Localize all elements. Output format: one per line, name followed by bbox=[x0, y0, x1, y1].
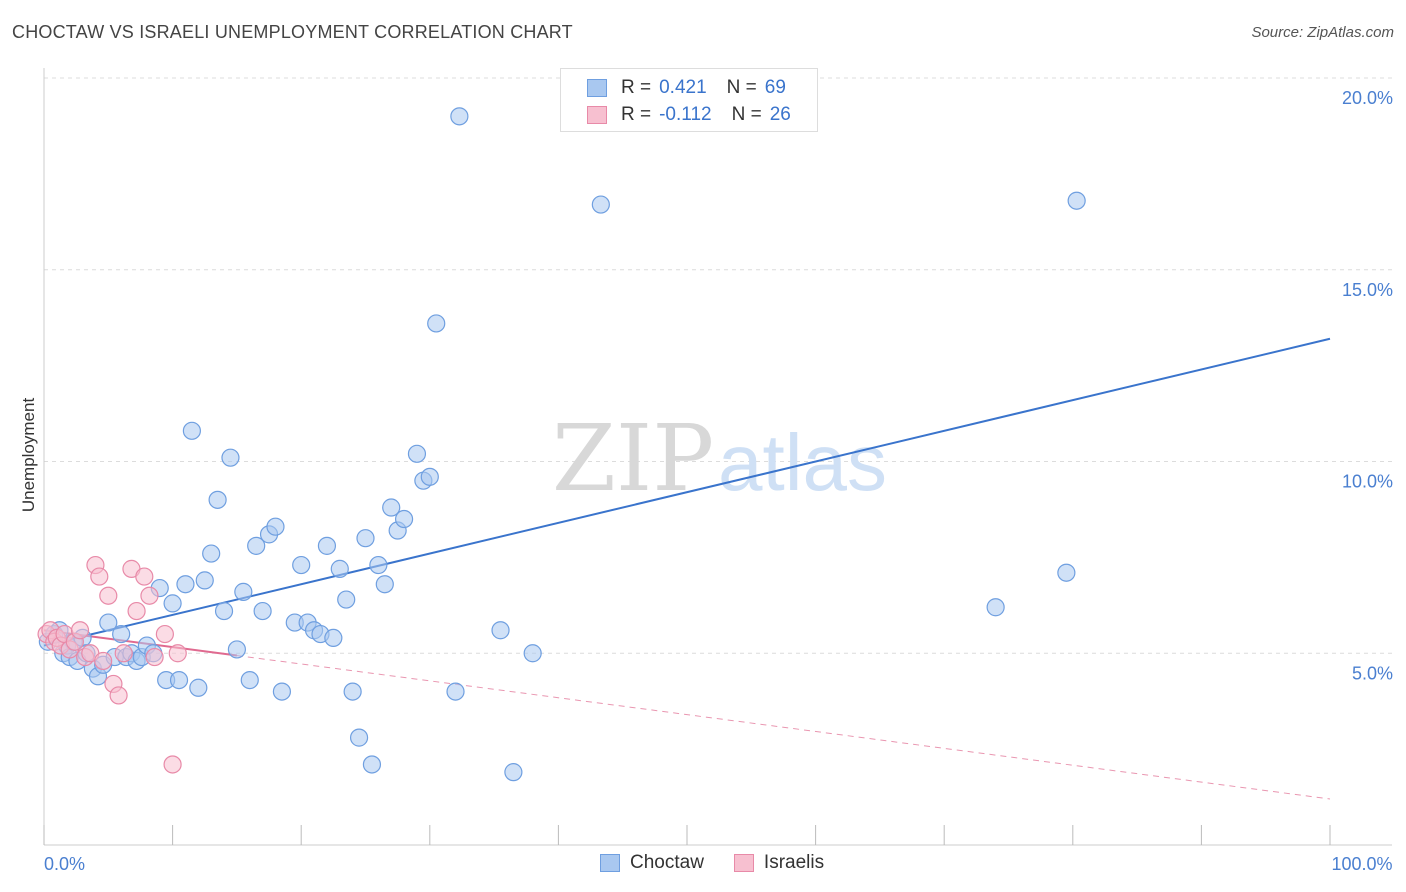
data-point-choctaw bbox=[491, 621, 510, 640]
chart-title: CHOCTAW VS ISRAELI UNEMPLOYMENT CORRELAT… bbox=[12, 22, 573, 42]
y-tick-label: 10.0% bbox=[1342, 472, 1393, 492]
data-point-israelis bbox=[114, 644, 133, 663]
data-point-choctaw bbox=[266, 517, 285, 536]
data-point-israelis bbox=[145, 647, 164, 667]
x-tick-label: 0.0% bbox=[44, 854, 85, 874]
n-label: N = bbox=[731, 104, 762, 125]
legend-row-israelis: R = -0.112 N = 26 bbox=[587, 102, 791, 128]
data-point-choctaw bbox=[240, 670, 259, 690]
tick-labels: 5.0% 10.0% 15.0% 20.0% 0.0% 100.0% bbox=[44, 88, 1393, 874]
data-point-choctaw bbox=[343, 682, 362, 701]
legend-swatch-choctaw bbox=[587, 79, 607, 97]
data-point-choctaw bbox=[221, 448, 240, 467]
legend-swatch-israelis bbox=[587, 106, 607, 124]
n-value: 26 bbox=[769, 104, 791, 125]
n-value: 69 bbox=[764, 77, 786, 98]
trend-line-dashed-israelis bbox=[236, 655, 1331, 800]
data-point-choctaw bbox=[375, 575, 394, 594]
y-tick-label: 15.0% bbox=[1342, 280, 1393, 300]
legend-label-israelis: Israelis bbox=[763, 852, 825, 873]
watermark-atlas: atlas bbox=[718, 418, 887, 507]
y-tick-label: 20.0% bbox=[1342, 88, 1393, 108]
data-point-choctaw bbox=[112, 624, 131, 644]
data-point-choctaw bbox=[182, 421, 201, 440]
r-value: 0.421 bbox=[659, 77, 707, 98]
data-point-choctaw bbox=[504, 763, 523, 782]
data-point-choctaw bbox=[272, 682, 292, 701]
series-legend: Choctaw Israelis bbox=[600, 852, 854, 874]
source-label: Source: ZipAtlas.com bbox=[1251, 24, 1394, 41]
data-point-choctaw bbox=[450, 107, 469, 126]
data-point-choctaw bbox=[591, 195, 610, 214]
data-point-choctaw bbox=[214, 601, 234, 621]
data-point-choctaw bbox=[369, 555, 388, 575]
y-tick-label: 5.0% bbox=[1352, 663, 1393, 683]
data-point-choctaw bbox=[189, 678, 208, 697]
data-point-israelis bbox=[70, 621, 90, 640]
data-point-choctaw bbox=[420, 467, 439, 486]
data-point-choctaw bbox=[195, 571, 214, 590]
data-point-choctaw bbox=[253, 601, 272, 621]
data-point-choctaw bbox=[446, 682, 465, 701]
data-point-choctaw bbox=[382, 498, 401, 517]
data-point-israelis bbox=[163, 755, 182, 774]
gridlines bbox=[44, 77, 1392, 654]
data-point-choctaw bbox=[356, 529, 375, 548]
data-points bbox=[37, 107, 1086, 782]
x-tick-label: 100.0% bbox=[1331, 854, 1392, 874]
r-value: -0.112 bbox=[659, 104, 712, 125]
r-label: R = bbox=[621, 77, 652, 98]
legend-swatch-israelis bbox=[733, 854, 754, 872]
y-axis-title: Unemployment bbox=[19, 398, 38, 513]
legend-swatch-choctaw bbox=[600, 854, 620, 872]
legend-row-choctaw: R = 0.421 N = 69 bbox=[587, 75, 786, 101]
data-point-choctaw bbox=[176, 575, 195, 594]
data-point-choctaw bbox=[362, 755, 382, 774]
data-point-israelis bbox=[168, 644, 187, 663]
data-point-israelis bbox=[127, 601, 146, 621]
data-point-choctaw bbox=[407, 444, 427, 463]
data-point-israelis bbox=[90, 567, 109, 586]
data-point-choctaw bbox=[986, 598, 1005, 617]
data-point-israelis bbox=[155, 624, 174, 644]
data-point-israelis bbox=[109, 686, 128, 705]
data-point-choctaw bbox=[202, 544, 221, 563]
data-point-choctaw bbox=[330, 559, 349, 578]
data-point-israelis bbox=[99, 586, 118, 605]
data-point-choctaw bbox=[163, 594, 182, 613]
data-point-choctaw bbox=[427, 314, 446, 333]
watermark-zip: ZIP bbox=[552, 405, 714, 512]
trend-line-choctaw bbox=[43, 337, 1331, 647]
data-point-choctaw bbox=[324, 628, 343, 648]
data-point-choctaw bbox=[523, 644, 542, 663]
data-point-israelis bbox=[135, 567, 154, 586]
data-point-choctaw bbox=[99, 613, 118, 632]
data-point-choctaw bbox=[169, 670, 189, 690]
legend-label-choctaw: Choctaw bbox=[630, 852, 704, 873]
axes bbox=[43, 68, 1392, 846]
n-label: N = bbox=[726, 77, 757, 98]
legend-item-israelis[interactable]: Israelis bbox=[733, 852, 825, 874]
data-point-choctaw bbox=[208, 490, 227, 509]
r-label: R = bbox=[621, 104, 652, 125]
data-point-choctaw bbox=[292, 555, 311, 575]
data-point-choctaw bbox=[234, 582, 253, 601]
data-point-choctaw bbox=[337, 590, 356, 609]
correlation-legend: R = 0.421 N = 69 R = -0.112 N = 26 bbox=[560, 68, 818, 132]
data-point-choctaw bbox=[317, 536, 337, 555]
data-point-choctaw bbox=[247, 536, 266, 555]
data-point-choctaw bbox=[394, 509, 414, 529]
legend-item-choctaw[interactable]: Choctaw bbox=[600, 852, 704, 874]
data-point-choctaw bbox=[349, 728, 369, 747]
data-point-choctaw bbox=[1067, 191, 1086, 210]
data-point-israelis bbox=[140, 586, 159, 605]
data-point-choctaw bbox=[227, 640, 246, 659]
data-point-israelis bbox=[94, 651, 113, 671]
data-point-choctaw bbox=[1057, 563, 1076, 582]
